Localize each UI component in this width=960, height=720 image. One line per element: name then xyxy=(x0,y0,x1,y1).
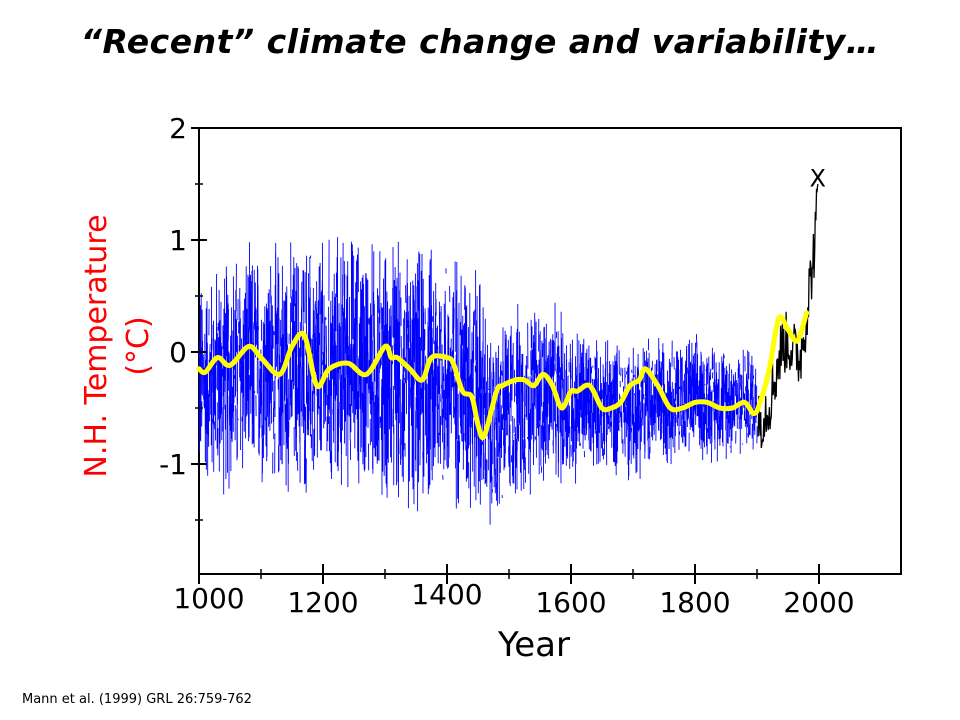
x-tick-label: 1200 xyxy=(287,586,358,619)
x-tick-label: 2000 xyxy=(783,586,854,619)
y-tick-label: 1 xyxy=(169,224,187,257)
y-tick-label: 2 xyxy=(169,112,187,145)
y-tick-label: -1 xyxy=(159,448,187,481)
x-tick-label: 1000 xyxy=(173,582,244,615)
y-axis-label-line2: (°C) xyxy=(121,316,156,375)
x-tick-label: 1800 xyxy=(659,586,730,619)
instrumental-series xyxy=(757,184,819,449)
smoothed-series-line xyxy=(196,310,810,441)
instrumental-series-line xyxy=(757,184,819,449)
y-tick-label: 0 xyxy=(169,336,187,369)
x-tick-label: 1600 xyxy=(535,586,606,619)
proxy-series xyxy=(199,237,758,525)
y-axis-label-line1: N.H. Temperature xyxy=(79,214,114,477)
x-axis: 1000 1200 1400 1600 1800 2000 xyxy=(173,564,855,619)
y-axis: -1 0 1 2 xyxy=(159,112,207,521)
record-marker-annotation: X xyxy=(810,164,826,192)
citation: Mann et al. (1999) GRL 26:759-762 xyxy=(22,692,252,707)
x-axis-label: Year xyxy=(497,625,570,665)
x-tick-label: 1400 xyxy=(411,578,482,611)
page-title: “Recent” climate change and variability… xyxy=(80,22,880,61)
proxy-series-line xyxy=(199,237,758,525)
